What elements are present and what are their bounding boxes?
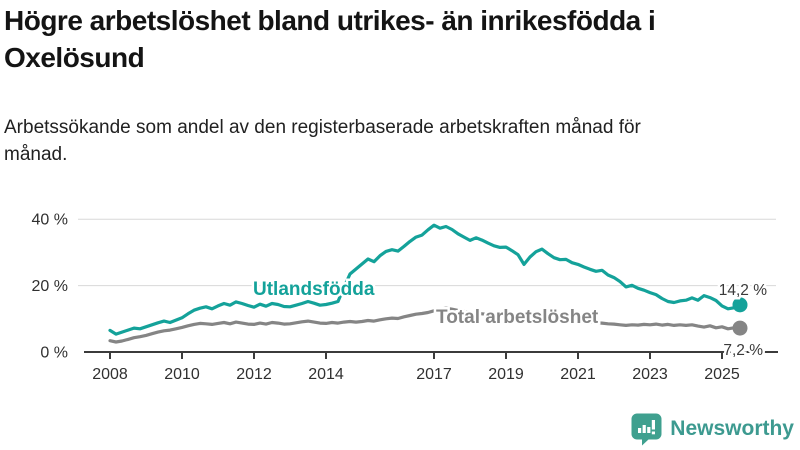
x-axis-tick-label: 2021	[560, 366, 596, 383]
y-axis-tick-label: 20 %	[32, 278, 68, 295]
x-axis-tick-label: 2010	[164, 366, 200, 383]
y-axis-tick-label: 0 %	[40, 345, 68, 362]
series-end-dot	[732, 297, 748, 313]
x-axis-tick-label: 2019	[488, 366, 524, 383]
x-axis-tick-label: 2012	[236, 366, 272, 383]
unemployment-line-chart: 0 % 20 % 40 % 2008 2010 2012 2014 2017 2019 2021 2…	[32, 212, 778, 383]
x-axis-tick-label: 2017	[416, 366, 452, 383]
newsworthy-logo[interactable]: Newsworthy	[630, 412, 794, 446]
series-end-value-label: 14,2 %	[719, 282, 767, 299]
bar-chart-speech-bubble-icon	[631, 413, 662, 446]
series-label: Utlandsfödda	[253, 279, 375, 300]
x-axis-tick-label: 2014	[308, 366, 344, 383]
newsworthy-logo-text: Newsworthy	[670, 417, 794, 440]
series-label: Total arbetslöshet	[436, 307, 599, 328]
y-axis-tick-label: 40 %	[32, 212, 68, 229]
chart-title: Högre arbetslöshet bland utrikes- än inr…	[4, 5, 656, 73]
series-line-total-arbetsl-shet	[108, 306, 742, 344]
x-axis-tick-label: 2025	[704, 366, 740, 383]
x-axis-tick-label: 2008	[92, 366, 128, 383]
series-end-value-label: 7,2 %	[723, 342, 763, 359]
x-axis-tick-label: 2023	[632, 366, 668, 383]
chart-subtitle: Arbetssökande som andel av den registerb…	[4, 117, 641, 165]
series-line-utlandsf-dda	[108, 223, 742, 336]
series-end-dot	[732, 320, 748, 336]
